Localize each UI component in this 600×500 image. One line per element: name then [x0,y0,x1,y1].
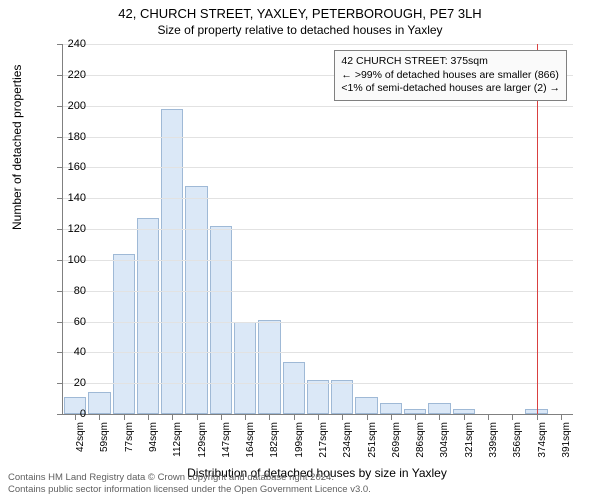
x-tick-label: 374sqm [537,422,548,466]
annotation-line1: 42 CHURCH STREET: 375sqm [341,55,560,69]
x-tick-label: 199sqm [294,422,305,466]
title-sub: Size of property relative to detached ho… [0,21,600,37]
bar [210,226,232,414]
y-tick-label: 140 [56,192,86,204]
chart-container: 42, CHURCH STREET, YAXLEY, PETERBOROUGH,… [0,0,600,500]
bar [234,322,256,415]
x-tick-label: 304sqm [439,422,450,466]
bar [258,320,280,414]
bar [355,397,377,414]
x-tick-label: 164sqm [245,422,256,466]
footer-line2: Contains public sector information licen… [8,484,371,496]
annotation-line3: <1% of semi-detached houses are larger (… [341,82,560,96]
bar [331,380,353,414]
x-tick-label: 217sqm [318,422,329,466]
bar [88,392,110,414]
y-tick-label: 40 [56,346,86,358]
x-tick-label: 112sqm [172,422,183,466]
y-tick-label: 200 [56,100,86,112]
x-tick-label: 42sqm [75,422,86,466]
x-tick-label: 321sqm [464,422,475,466]
x-tick-label: 286sqm [415,422,426,466]
plot-area: 42sqm59sqm77sqm94sqm112sqm129sqm147sqm16… [62,44,573,415]
bar [380,403,402,414]
x-tick-label: 129sqm [197,422,208,466]
y-axis-label: Number of detached properties [10,65,24,230]
y-tick-label: 60 [56,316,86,328]
x-tick-label: 269sqm [391,422,402,466]
title-main: 42, CHURCH STREET, YAXLEY, PETERBOROUGH,… [0,0,600,21]
x-tick-label: 147sqm [221,422,232,466]
bar [161,109,183,414]
bar [137,218,159,414]
footer-line1: Contains HM Land Registry data © Crown c… [8,472,371,484]
x-tick-label: 59sqm [99,422,110,466]
x-tick-label: 94sqm [148,422,159,466]
y-tick-label: 80 [56,285,86,297]
x-tick-label: 356sqm [512,422,523,466]
x-tick-label: 234sqm [342,422,353,466]
bar [428,403,450,414]
y-tick-label: 220 [56,69,86,81]
x-tick-label: 77sqm [124,422,135,466]
y-tick-label: 0 [56,408,86,420]
bar [307,380,329,414]
bar [113,254,135,414]
footer-attribution: Contains HM Land Registry data © Crown c… [8,472,371,496]
y-tick-label: 20 [56,377,86,389]
bar [283,362,305,414]
annotation-line2: ← >99% of detached houses are smaller (8… [341,69,560,83]
x-tick-label: 391sqm [561,422,572,466]
annotation-box: 42 CHURCH STREET: 375sqm ← >99% of detac… [334,50,567,101]
x-tick-label: 182sqm [269,422,280,466]
y-tick-label: 160 [56,161,86,173]
x-tick-label: 251sqm [367,422,378,466]
y-tick-label: 120 [56,223,86,235]
y-tick-label: 100 [56,254,86,266]
bar [185,186,207,414]
y-tick-label: 240 [56,38,86,50]
y-tick-label: 180 [56,131,86,143]
x-tick-label: 339sqm [488,422,499,466]
